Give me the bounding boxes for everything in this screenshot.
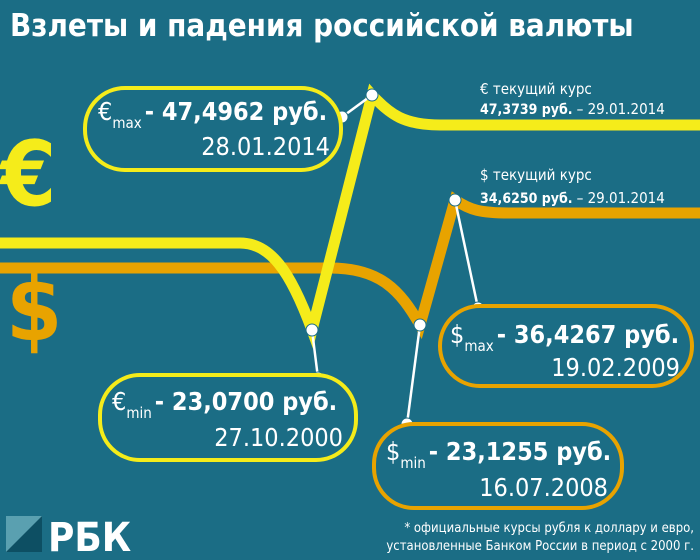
connector (405, 324, 422, 425)
point (305, 323, 319, 337)
current-rate: 34,6250 руб. – 29.01.2014 (480, 189, 665, 207)
logo: РБК (6, 515, 131, 560)
callout-label: $min - 23,1255 руб. (386, 437, 611, 472)
subscript: max (464, 337, 493, 355)
symbol: $ (386, 437, 400, 466)
footnote: установленные Банком России в период с 2… (386, 539, 694, 554)
dollar-symbol: $ (6, 257, 62, 362)
subscript: max (112, 114, 141, 132)
callout-label: $max - 36,4267 руб. (450, 320, 679, 355)
callout-box (83, 86, 343, 172)
subscript: min (400, 454, 425, 472)
current-value: 34,6250 руб. (480, 191, 573, 207)
connector (310, 329, 320, 379)
connector (453, 199, 480, 309)
logo-icon-part (6, 516, 42, 552)
callout-label: €min - 23,0700 руб. (112, 387, 337, 422)
date: 16.07.2008 (479, 473, 608, 502)
subscript: min (126, 404, 151, 422)
callout-box (98, 373, 358, 462)
title: Взлеты и падения российской валюты (10, 8, 634, 44)
callout-box (372, 422, 624, 510)
euro-symbol: € (0, 122, 56, 227)
date: 28.01.2014 (201, 132, 330, 161)
callout-label: €max - 47,4962 руб. (98, 97, 327, 132)
point (365, 88, 379, 102)
current-date: – 29.01.2014 (577, 100, 665, 118)
footnote: * официальные курсы рубля к доллару и ев… (404, 521, 694, 536)
point (448, 193, 462, 207)
value: - 47,4962 руб. (145, 97, 327, 126)
symbol: € (112, 387, 126, 416)
point (413, 318, 427, 332)
symbol: € (98, 97, 112, 126)
logo-text: РБК (48, 515, 131, 560)
callout-box (438, 304, 694, 388)
current-value: 47,3739 руб. (480, 102, 573, 118)
symbol: $ (450, 320, 464, 349)
date: 27.10.2000 (214, 423, 343, 452)
current-rate: 47,3739 руб. – 29.01.2014 (480, 100, 665, 118)
date: 19.02.2009 (551, 353, 680, 382)
value: - 23,1255 руб. (429, 437, 611, 466)
value: - 23,0700 руб. (155, 387, 337, 416)
current-label: € текущий курс (480, 80, 592, 98)
current-label: $ текущий курс (480, 166, 592, 184)
current-date: – 29.01.2014 (577, 189, 665, 207)
value: - 36,4267 руб. (497, 320, 679, 349)
